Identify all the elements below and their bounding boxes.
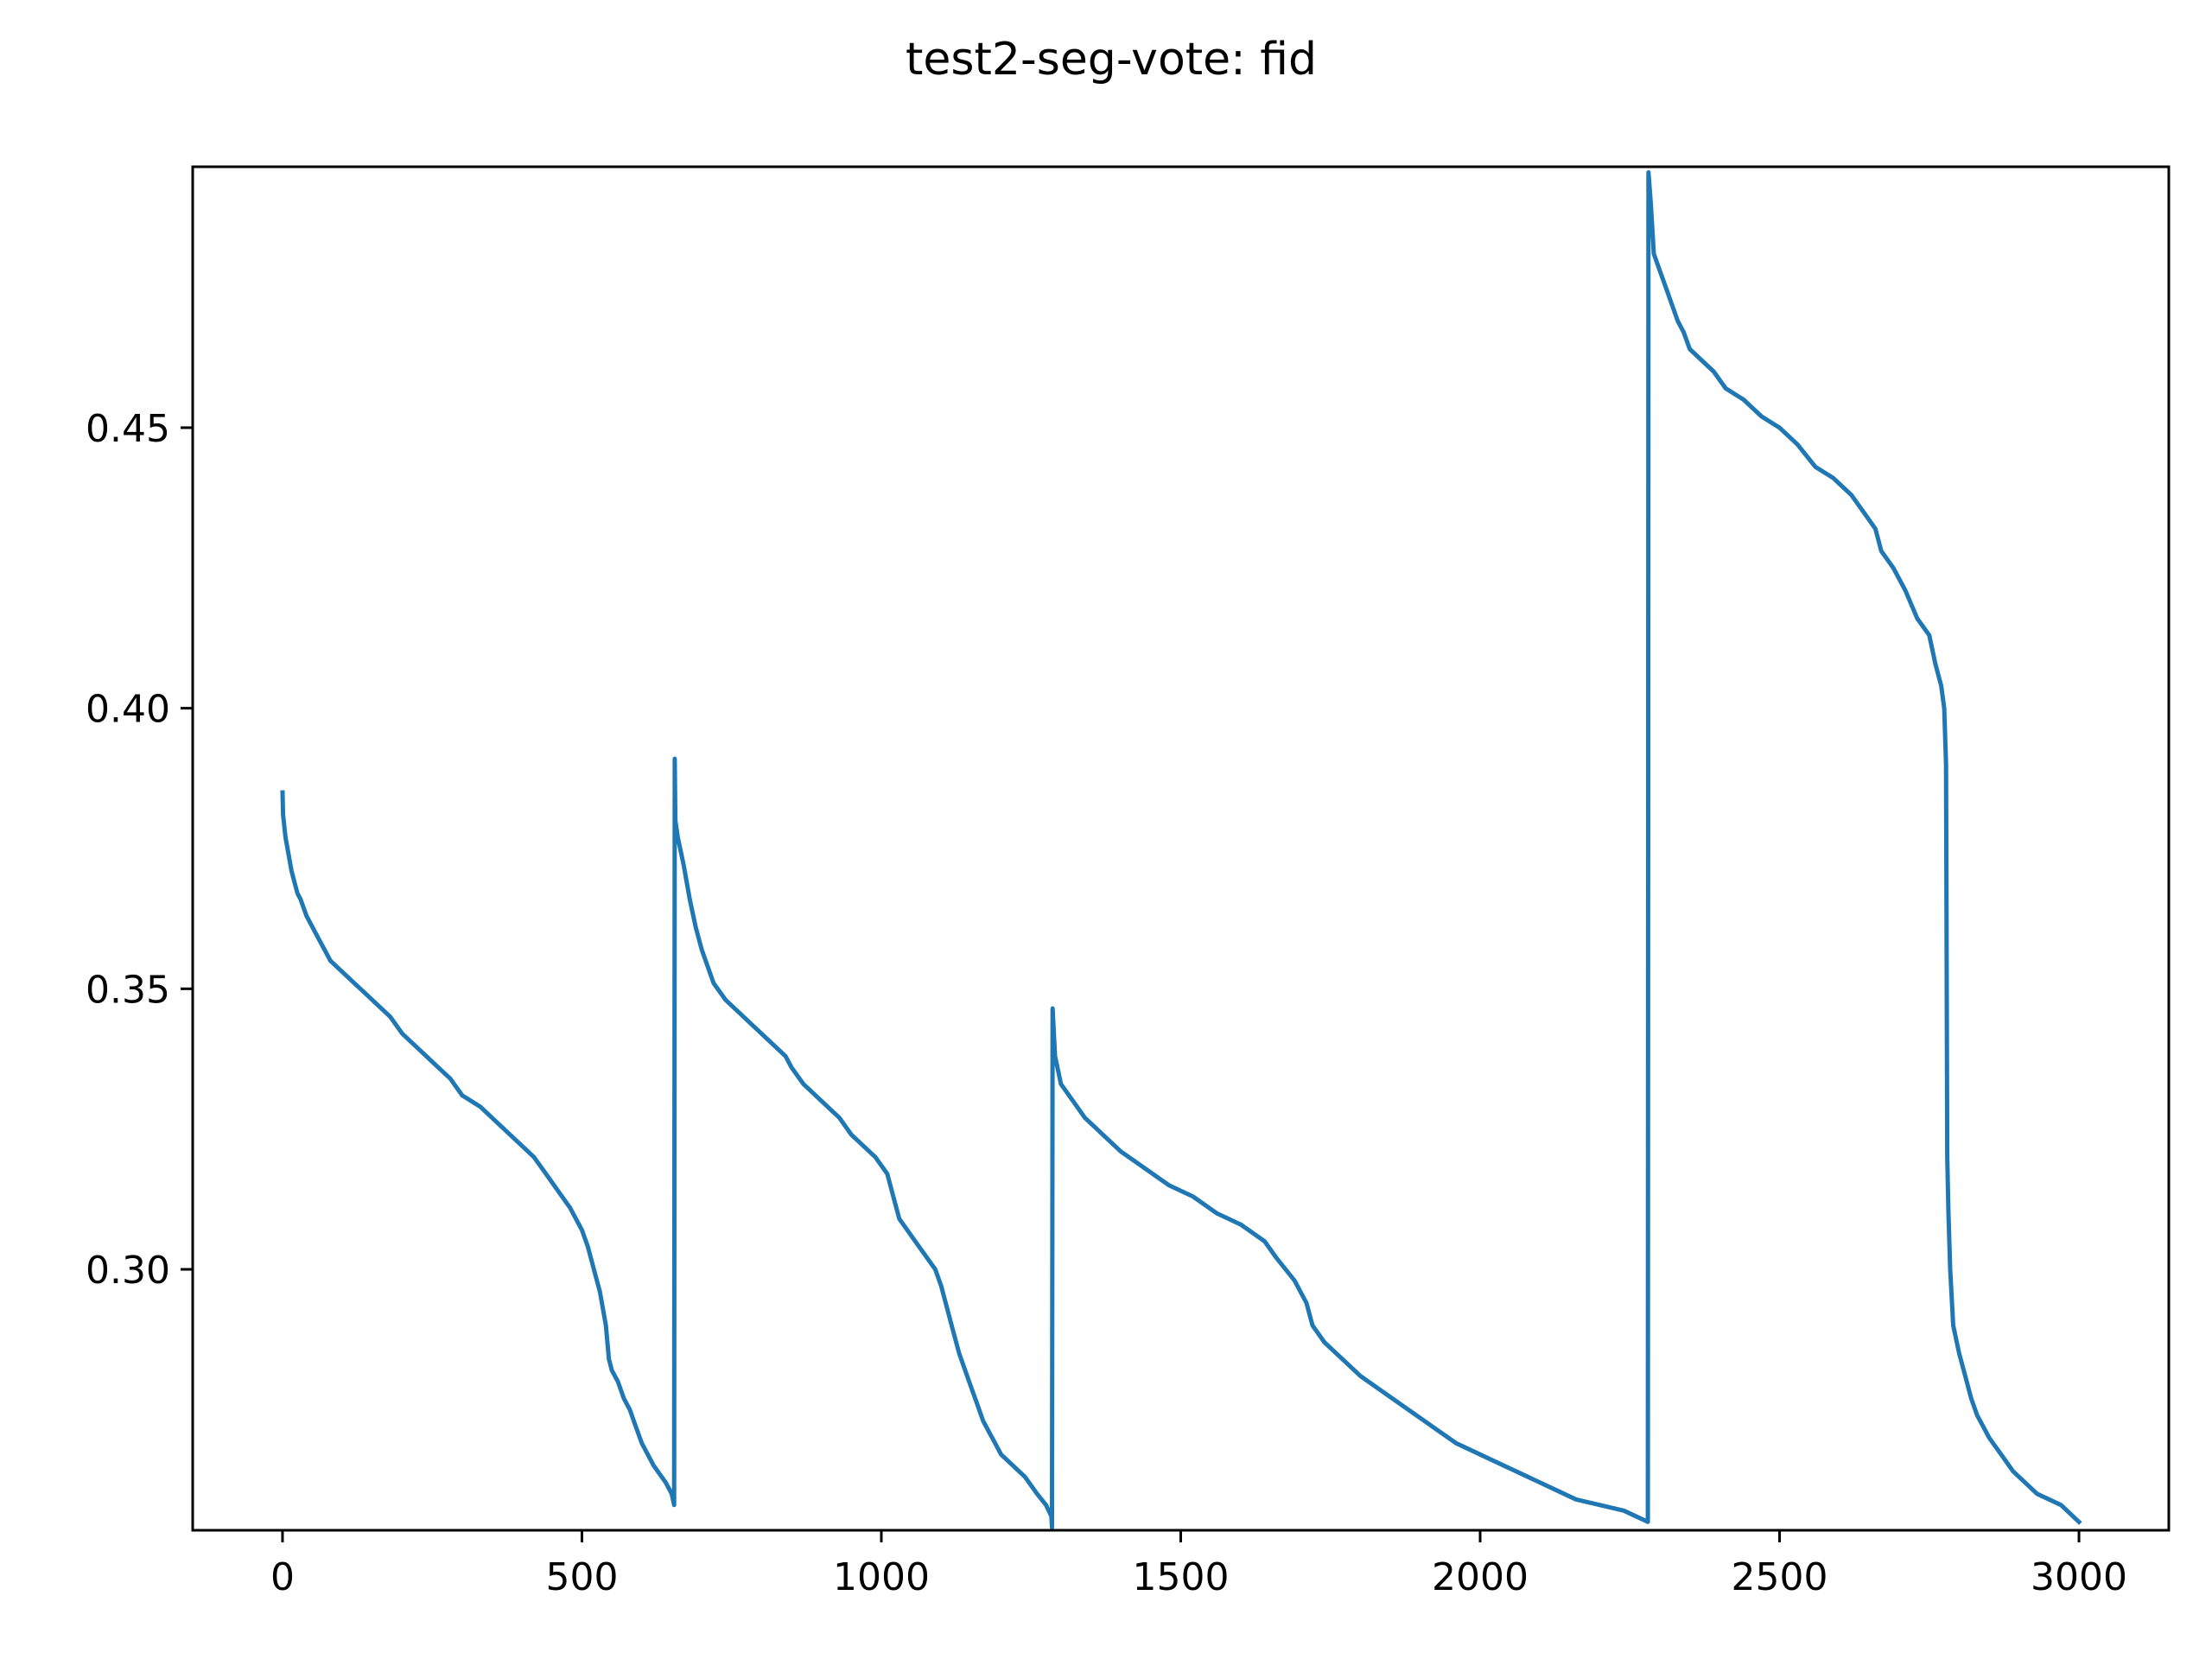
x-tick-label: 500	[545, 1555, 618, 1599]
x-tick-label: 1000	[833, 1555, 930, 1599]
y-tick-label: 0.45	[86, 407, 170, 451]
x-tick-label: 2000	[1432, 1555, 1529, 1599]
y-axis: 0.30 0.35 0.40 0.45	[86, 407, 193, 1293]
y-tick-label: 0.40	[86, 688, 170, 732]
x-tick-label: 2500	[1732, 1555, 1828, 1599]
x-tick-label: 3000	[2031, 1555, 2127, 1599]
plot-area	[280, 170, 2082, 1530]
series-line-0	[280, 170, 2082, 1530]
x-axis: 0 500 1000 1500 2000 2500 3000	[270, 1530, 2127, 1599]
x-tick-label: 1500	[1133, 1555, 1230, 1599]
plot-frame	[191, 165, 2171, 1532]
y-tick-label: 0.30	[86, 1249, 170, 1293]
y-tick-label: 0.35	[86, 968, 170, 1012]
chart-title: test2-seg-vote: fid	[906, 34, 1317, 86]
x-tick-label: 0	[270, 1555, 295, 1599]
